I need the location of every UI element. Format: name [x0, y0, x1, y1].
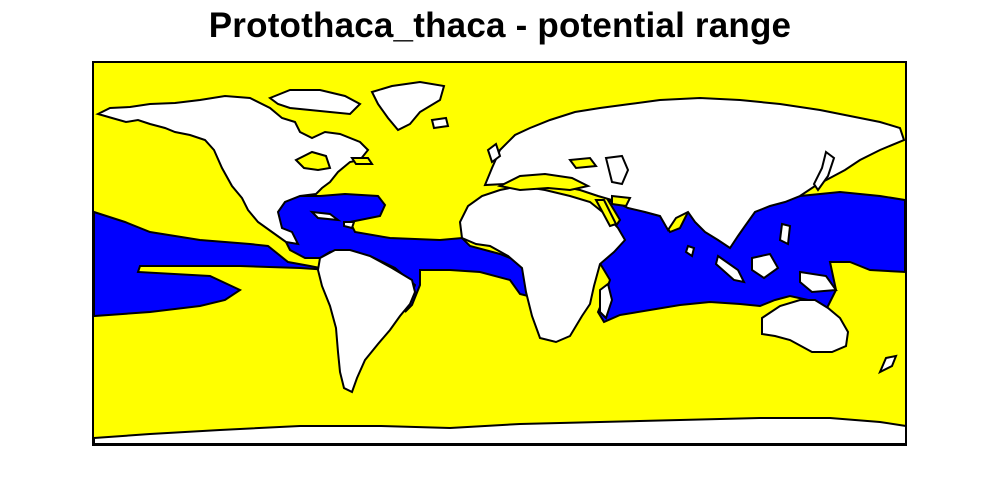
land-hispaniola	[344, 222, 354, 228]
land-philippines	[780, 224, 790, 244]
black-sea	[570, 158, 596, 168]
great-lakes	[352, 158, 372, 164]
persian-gulf	[612, 196, 630, 206]
land-iceland	[432, 118, 448, 128]
